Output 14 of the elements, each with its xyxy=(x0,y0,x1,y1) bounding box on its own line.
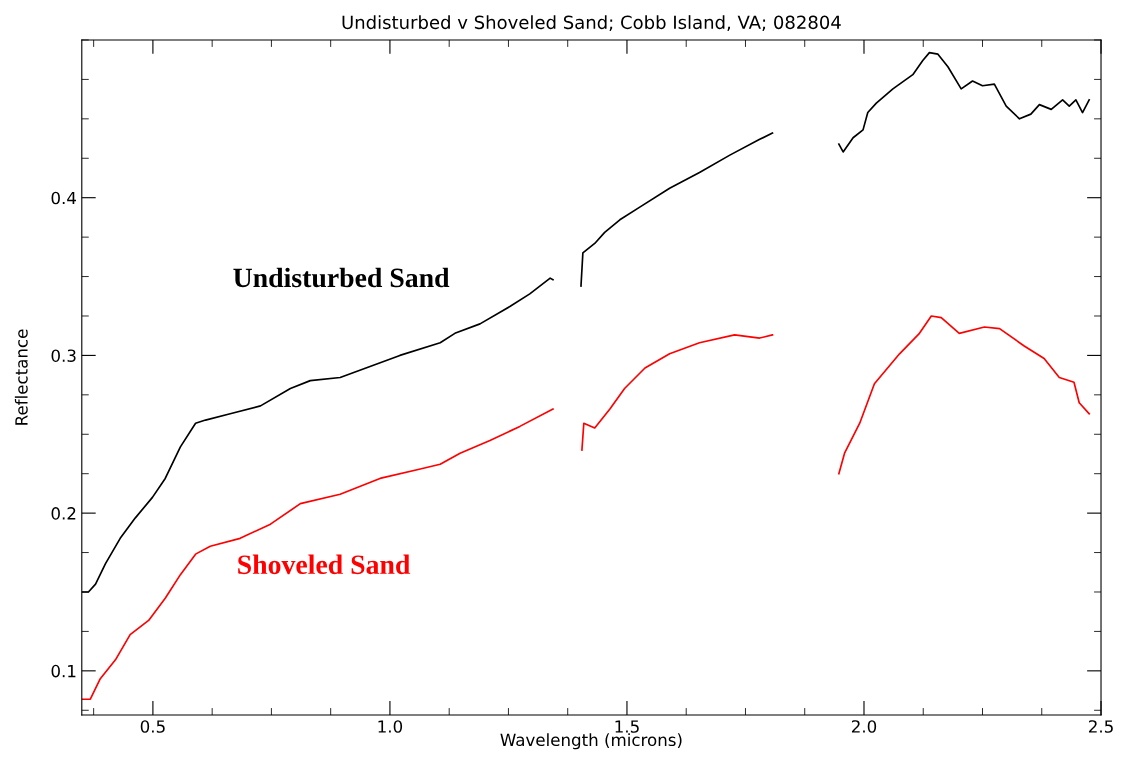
x-tick-label: 2.0 xyxy=(851,720,877,733)
x-axis-title: Wavelength (microns) xyxy=(500,733,682,750)
y-tick-label: 0.3 xyxy=(51,349,76,362)
x-tick-label: 2.5 xyxy=(1088,720,1113,733)
x-tick-label: 1.0 xyxy=(378,720,403,733)
chart-title: Undisturbed v Shoveled Sand; Cobb Island, VA; 082804 xyxy=(342,15,841,31)
x-tick-label: 0.5 xyxy=(140,720,165,733)
y-axis-title: Reflectance xyxy=(14,329,28,425)
y-tick-label: 0.4 xyxy=(51,191,76,205)
y-tick-label: 0.2 xyxy=(51,507,76,520)
x-tick-label: 1.5 xyxy=(615,720,639,733)
series-label: Shoveled Sand xyxy=(238,554,411,575)
series-label: Undisturbed Sand xyxy=(233,267,450,288)
y-tick-label: 0.1 xyxy=(51,664,76,678)
